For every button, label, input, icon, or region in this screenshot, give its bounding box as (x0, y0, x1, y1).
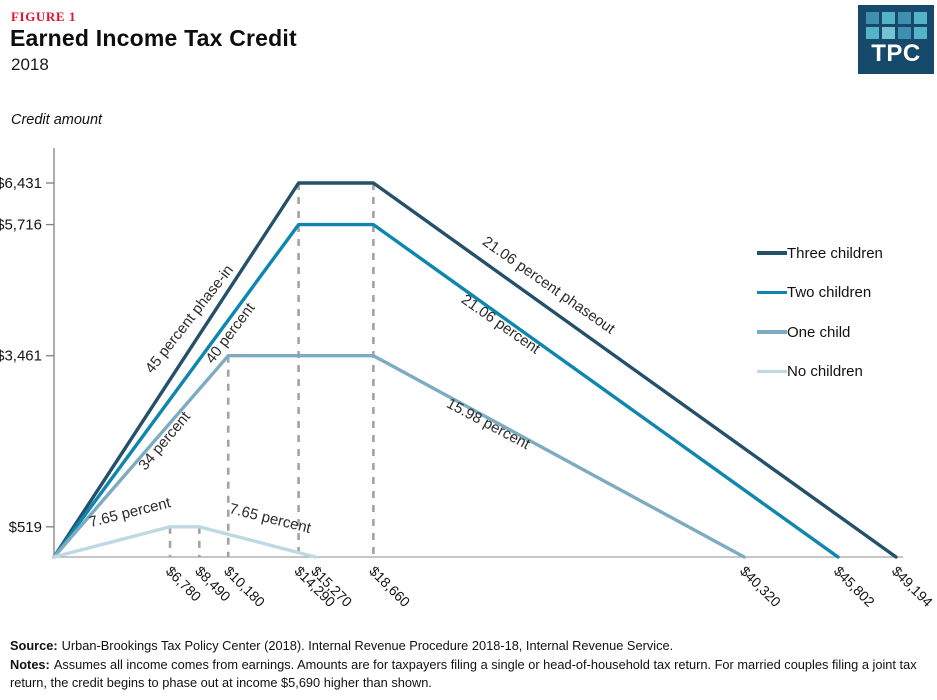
y-tick-label: $5,716 (0, 217, 42, 234)
x-tick-label: $18,660 (366, 563, 413, 610)
logo-square (913, 12, 927, 24)
rate-annotation: 21.06 percent (458, 291, 544, 358)
footer-notes: Source: Urban-Brookings Tax Policy Center… (10, 637, 932, 693)
legend-item: One child (757, 323, 883, 341)
y-tick-label: $6,431 (0, 175, 42, 192)
tpc-logo-grid-icon (865, 12, 927, 39)
legend-label: One child (787, 323, 851, 341)
rate-annotation: 7.65 percent (87, 494, 173, 531)
legend-label: Two children (787, 284, 872, 301)
source-line: Source: Urban-Brookings Tax Policy Center… (10, 637, 932, 656)
notes-label: Notes: (10, 656, 50, 672)
logo-square (881, 27, 895, 39)
notes-text: Assumes all income comes from earnings. … (10, 656, 917, 691)
y-tick-label: $519 (9, 519, 42, 536)
page-subtitle: 2018 (11, 55, 49, 74)
tpc-logo: TPC (858, 5, 934, 74)
legend-swatch (757, 290, 787, 295)
page-title: Earned Income Tax Credit (10, 25, 297, 51)
series-line (52, 354, 746, 559)
logo-square (881, 12, 895, 24)
logo-square (913, 27, 927, 39)
y-tick-label: $3,461 (0, 348, 42, 365)
logo-square (897, 12, 911, 24)
notes-line: Notes: Assumes all income comes from earn… (10, 656, 932, 693)
x-tick-label: $49,194 (889, 563, 936, 610)
source-text: Urban-Brookings Tax Policy Center (2018)… (61, 638, 674, 653)
series-line (52, 525, 318, 559)
logo-square (897, 27, 911, 39)
source-label: Source: (10, 638, 58, 653)
legend-item: Two children (757, 284, 883, 302)
x-tick-label: $40,320 (737, 563, 784, 610)
chart-legend: Three children Two children One child No ch… (757, 244, 883, 402)
rate-annotation: 45 percent phase-in (142, 262, 237, 377)
logo-square (865, 27, 879, 39)
legend-swatch (757, 330, 787, 334)
tpc-logo-text: TPC (871, 40, 921, 67)
x-tick-label: $45,802 (831, 563, 878, 610)
y-axis-caption: Credit amount (11, 112, 103, 128)
legend-label: Three children (787, 244, 883, 262)
legend-item: Three children (757, 244, 883, 262)
series-line (52, 222, 840, 559)
legend-swatch (757, 369, 787, 374)
legend-swatch (757, 251, 787, 255)
series-line (52, 181, 898, 559)
figure-label: FIGURE 1 (11, 9, 77, 24)
legend-label: No children (787, 363, 863, 380)
logo-square (865, 12, 879, 24)
rate-annotation: 7.65 percent (228, 500, 314, 537)
legend-item: No children (757, 363, 883, 381)
rate-annotation: 15.98 percent (444, 395, 534, 453)
